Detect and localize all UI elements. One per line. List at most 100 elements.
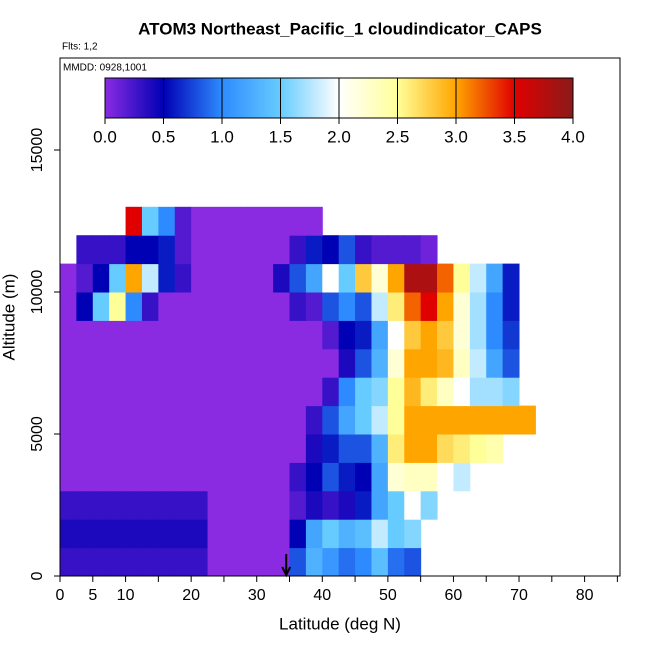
heatmap-cell	[158, 263, 176, 293]
heatmap-cell	[371, 405, 389, 435]
heatmap-cell	[191, 206, 209, 236]
y-axis-label: Altitude (m)	[0, 274, 18, 361]
colorbar-tick-label: 4.0	[561, 127, 585, 146]
heatmap-cell	[158, 292, 176, 321]
heatmap-cell	[240, 235, 258, 265]
heatmap-cell	[437, 377, 454, 407]
heatmap-cell	[420, 263, 438, 293]
heatmap-cell	[125, 434, 143, 463]
heatmap-cell	[420, 462, 438, 492]
heatmap-cell	[240, 519, 258, 549]
heatmap-cell	[289, 292, 307, 321]
x-tick-label: 30	[248, 587, 266, 604]
heatmap-cell	[256, 292, 274, 321]
heatmap-cell	[273, 519, 291, 549]
x-tick-label: 50	[379, 587, 397, 604]
heatmap-cell	[519, 405, 536, 435]
heatmap-cell	[453, 377, 471, 407]
heatmap-cell	[141, 263, 159, 293]
heatmap-cell	[125, 263, 143, 293]
heatmap-cell	[420, 348, 438, 378]
heatmap-cell	[502, 263, 520, 293]
heatmap-cell	[76, 377, 94, 407]
heatmap-cell	[404, 405, 422, 435]
heatmap-cell	[256, 348, 274, 378]
plot-frame	[59, 57, 621, 577]
heatmap-cell	[223, 320, 241, 350]
heatmap-cell	[502, 405, 520, 435]
heatmap-cell	[371, 320, 389, 350]
colorbar-tick-label: 0.0	[93, 127, 117, 146]
marker-arrow-head	[281, 566, 292, 578]
heatmap-cell	[469, 320, 487, 350]
heatmap-cell	[305, 263, 323, 293]
heatmap-cell	[273, 348, 291, 378]
heatmap-cell	[289, 235, 307, 265]
heatmap-cell	[191, 263, 209, 293]
heatmap-cell	[223, 292, 241, 321]
heatmap-cell	[158, 320, 176, 350]
heatmap-cell	[404, 519, 422, 549]
heatmap-cell	[305, 235, 323, 265]
heatmap-cell	[191, 235, 209, 265]
heatmap-cell	[387, 348, 405, 378]
heatmap-cell	[273, 434, 291, 463]
heatmap-cell	[305, 434, 323, 463]
heatmap-cell	[60, 405, 77, 435]
heatmap-cell	[141, 405, 159, 435]
heatmap-cell	[420, 320, 438, 350]
heatmap-cell	[322, 320, 340, 350]
heatmap-cell	[355, 405, 372, 435]
heatmap-cell	[289, 547, 307, 577]
heatmap-cell	[60, 547, 77, 577]
heatmap-cell	[305, 405, 323, 435]
heatmap-cell	[469, 377, 487, 407]
heatmap-cell	[305, 490, 323, 520]
heatmap-cell	[92, 490, 110, 520]
chart-title: ATOM3 Northeast_Pacific_1 cloudindicator…	[138, 19, 542, 38]
heatmap-cell	[453, 405, 471, 435]
heatmap-cell	[240, 434, 258, 463]
heatmap-cell	[338, 292, 356, 321]
heatmap-cell	[207, 206, 225, 236]
heatmap-cell	[273, 263, 291, 293]
heatmap-cell	[486, 292, 504, 321]
heatmap-cell	[223, 235, 241, 265]
heatmap-cell	[92, 434, 110, 463]
y-tick-label: 0	[29, 571, 46, 580]
heatmap-cell	[305, 292, 323, 321]
heatmap-cell	[60, 490, 77, 520]
heatmap-cell	[223, 519, 241, 549]
heatmap-cell	[141, 490, 159, 520]
heatmap-cell	[76, 320, 94, 350]
heatmap-cell	[437, 434, 454, 463]
heatmap-cell	[141, 547, 159, 577]
heatmap-cell	[469, 263, 487, 293]
heatmap-cell	[437, 405, 454, 435]
heatmap-cell	[305, 320, 323, 350]
heatmap-cell	[109, 462, 127, 492]
x-axis-label: Latitude (deg N)	[279, 614, 401, 633]
heatmap-cell	[502, 320, 520, 350]
heatmap-cell	[191, 405, 209, 435]
heatmap-cell	[420, 377, 438, 407]
heatmap-cell	[256, 235, 274, 265]
heatmap-cell	[322, 462, 340, 492]
heatmap-cell	[338, 519, 356, 549]
x-tick-label: 5	[88, 587, 97, 604]
heatmap-cell	[289, 377, 307, 407]
heatmap-cell	[109, 434, 127, 463]
heatmap-cell	[355, 320, 372, 350]
heatmap-cell	[404, 263, 422, 293]
heatmap-cell	[289, 320, 307, 350]
heatmap-cell	[420, 434, 438, 463]
heatmap-cell	[322, 490, 340, 520]
heatmap-cell	[240, 206, 258, 236]
heatmap-cell	[502, 377, 520, 407]
heatmap-cell	[223, 377, 241, 407]
heatmap-cell	[174, 405, 192, 435]
heatmap-cell	[174, 519, 192, 549]
heatmap-cell	[355, 377, 372, 407]
heatmap-cell	[141, 377, 159, 407]
heatmap-cell	[273, 206, 291, 236]
